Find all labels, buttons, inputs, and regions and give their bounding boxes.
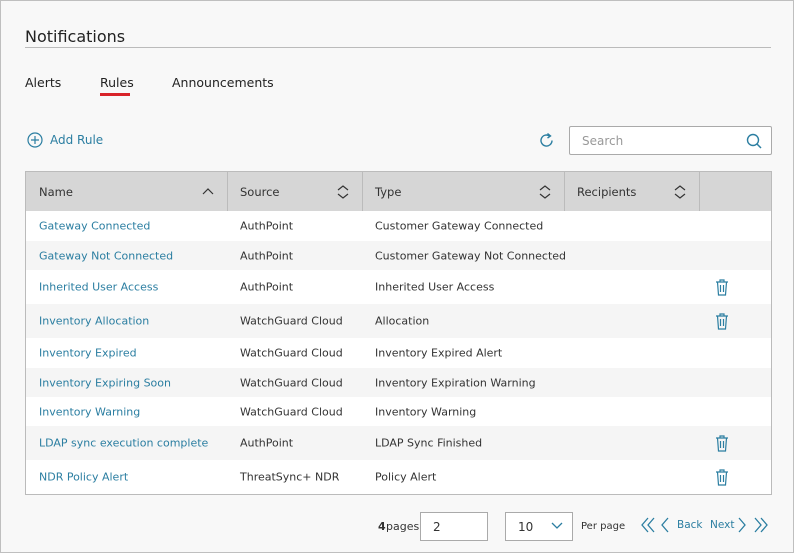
- rule-name[interactable]: Inventory Warning: [39, 405, 141, 418]
- delete-icon[interactable]: [715, 278, 729, 296]
- page-value: 2: [433, 520, 441, 534]
- column-divider: [699, 172, 700, 211]
- pages-label: pages: [386, 520, 420, 533]
- table-row: NDR Policy Alert ThreatSync+ NDR Policy Al…: [26, 460, 771, 494]
- rule-name[interactable]: Inventory Allocation: [39, 314, 150, 328]
- delete-icon[interactable]: [715, 312, 729, 330]
- next-button[interactable]: Next: [710, 519, 735, 531]
- rule-name[interactable]: Inherited User Access: [39, 280, 159, 294]
- page-title: Notifications: [25, 27, 126, 46]
- rule-name[interactable]: Inventory Expiring Soon: [39, 376, 171, 389]
- per-page-value: 10: [518, 520, 534, 534]
- back-button[interactable]: Back: [677, 519, 703, 531]
- table-row: Inventory Allocation WatchGuard Cloud Allo…: [26, 304, 771, 338]
- column-divider: [362, 172, 363, 211]
- search-icon[interactable]: [746, 133, 762, 149]
- rule-source: WatchGuard Cloud: [240, 376, 343, 389]
- rule-source: WatchGuard Cloud: [240, 314, 343, 328]
- rule-source: WatchGuard Cloud: [240, 405, 343, 418]
- column-header[interactable]: Source: [240, 185, 280, 199]
- table-row: Gateway Connected AuthPoint Customer Gatew…: [26, 211, 771, 241]
- sort-icon[interactable]: [202, 186, 214, 198]
- last-page[interactable]: [738, 517, 770, 533]
- delete-icon[interactable]: [715, 468, 729, 486]
- per-page-label: Per page: [581, 521, 626, 532]
- tab[interactable]: Alerts: [25, 75, 62, 90]
- sort-icon[interactable]: [539, 185, 551, 199]
- page-count: 4: [378, 520, 386, 533]
- rule-type: Inventory Warning: [375, 405, 477, 418]
- column-divider: [227, 172, 228, 211]
- title-rule: [25, 47, 771, 48]
- rule-source: AuthPoint: [240, 219, 294, 233]
- sort-icon[interactable]: [337, 185, 349, 199]
- page-input[interactable]: 2: [420, 512, 488, 541]
- rule-name[interactable]: Gateway Not Connected: [39, 249, 174, 262]
- tab[interactable]: Announcements: [172, 75, 274, 90]
- sort-icon[interactable]: [674, 185, 686, 199]
- rule-type: Inherited User Access: [375, 280, 495, 294]
- column-header[interactable]: Name: [39, 185, 73, 199]
- chevron: [551, 522, 563, 529]
- tab-underline: [100, 93, 130, 96]
- table-row: Inventory Expired WatchGuard Cloud Invento…: [26, 338, 771, 368]
- add-rule[interactable]: Add Rule: [50, 133, 104, 147]
- column-header[interactable]: Recipients: [577, 185, 637, 199]
- rule-name[interactable]: LDAP sync execution complete: [39, 436, 209, 450]
- per-page-select[interactable]: 10: [505, 512, 573, 541]
- search-placeholder: Search: [582, 134, 624, 148]
- rule-type: Inventory Expired Alert: [375, 346, 503, 360]
- rule-type: Allocation: [375, 314, 430, 328]
- rule-type: Customer Gateway Connected: [375, 219, 544, 233]
- rule-name[interactable]: Gateway Connected: [39, 219, 151, 233]
- table-row: LDAP sync execution complete AuthPoint LDA…: [26, 426, 771, 460]
- tab[interactable]: Rules: [100, 75, 134, 90]
- table-row: Inventory Expiring Soon WatchGuard Cloud I…: [26, 368, 771, 397]
- table-header: [26, 172, 771, 211]
- search-box[interactable]: Search: [569, 126, 772, 155]
- rule-name[interactable]: Inventory Expired: [39, 346, 137, 360]
- rule-type: Policy Alert: [375, 470, 437, 484]
- rule-source: WatchGuard Cloud: [240, 346, 343, 360]
- column-divider: [564, 172, 565, 211]
- rule-type: Inventory Expiration Warning: [375, 376, 536, 389]
- column-header[interactable]: Type: [375, 185, 402, 199]
- delete-icon[interactable]: [715, 434, 729, 452]
- rule-name[interactable]: NDR Policy Alert: [39, 470, 129, 484]
- refresh-icon[interactable]: [538, 132, 555, 149]
- rule-source: ThreatSync+ NDR: [240, 470, 340, 484]
- rule-source: AuthPoint: [240, 280, 294, 294]
- rule-type: LDAP Sync Finished: [375, 436, 483, 450]
- rule-type: Customer Gateway Not Connected: [375, 249, 567, 262]
- first-page[interactable]: [641, 517, 671, 533]
- table-row: Inherited User Access AuthPoint Inherited …: [26, 270, 771, 304]
- add-icon[interactable]: [27, 132, 43, 148]
- table-row: Gateway Not Connected AuthPoint Customer G…: [26, 241, 771, 270]
- rule-source: AuthPoint: [240, 436, 294, 450]
- rule-source: AuthPoint: [240, 249, 294, 262]
- table-row: Inventory Warning WatchGuard Cloud Invento…: [26, 397, 771, 426]
